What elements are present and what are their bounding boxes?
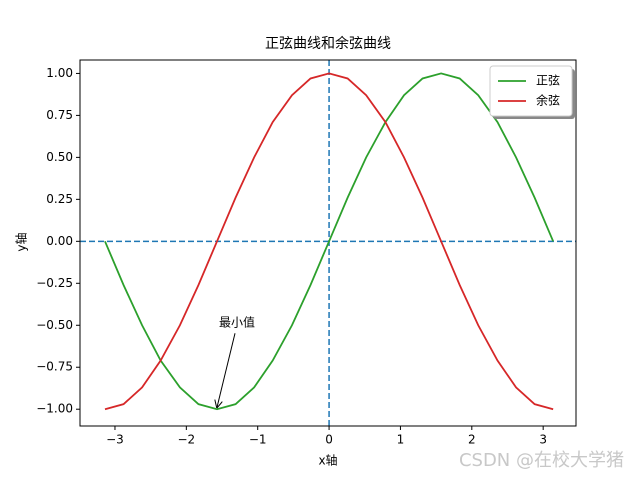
x-tick-label: −1	[249, 433, 267, 447]
y-tick-label: −0.75	[36, 360, 73, 374]
legend-label: 正弦	[536, 73, 560, 88]
y-tick-label: 0.75	[46, 108, 73, 122]
y-tick-label: −1.00	[36, 402, 73, 416]
y-tick-label: −0.50	[36, 318, 73, 332]
y-axis-label: y轴	[14, 232, 29, 251]
y-tick-label: 0.00	[46, 234, 73, 248]
line	[104, 72, 554, 411]
x-tick-label: −2	[177, 433, 195, 447]
line	[104, 72, 554, 411]
y-tick-label: 1.00	[46, 66, 73, 80]
x-tick-label: 1	[397, 433, 405, 447]
plot-frame	[79, 59, 577, 427]
y-tick-label: 0.25	[46, 192, 73, 206]
legend-label: 余弦	[536, 93, 560, 108]
x-tick-label: 2	[468, 433, 476, 447]
x-axis-label: x轴	[318, 453, 337, 468]
y-tick-label: 0.50	[46, 150, 73, 164]
y-tick-label: −0.25	[36, 276, 73, 290]
x-tick-label: 3	[539, 433, 547, 447]
annotation: 最小值	[219, 315, 255, 330]
x-tick-label: −3	[106, 433, 124, 447]
legend-box	[489, 65, 573, 117]
x-tick-label: 0	[325, 433, 333, 447]
watermark: CSDN @在校大学猪	[459, 450, 624, 471]
chart-title: 正弦曲线和余弦曲线	[265, 35, 391, 52]
annotation-arrow	[217, 333, 236, 407]
